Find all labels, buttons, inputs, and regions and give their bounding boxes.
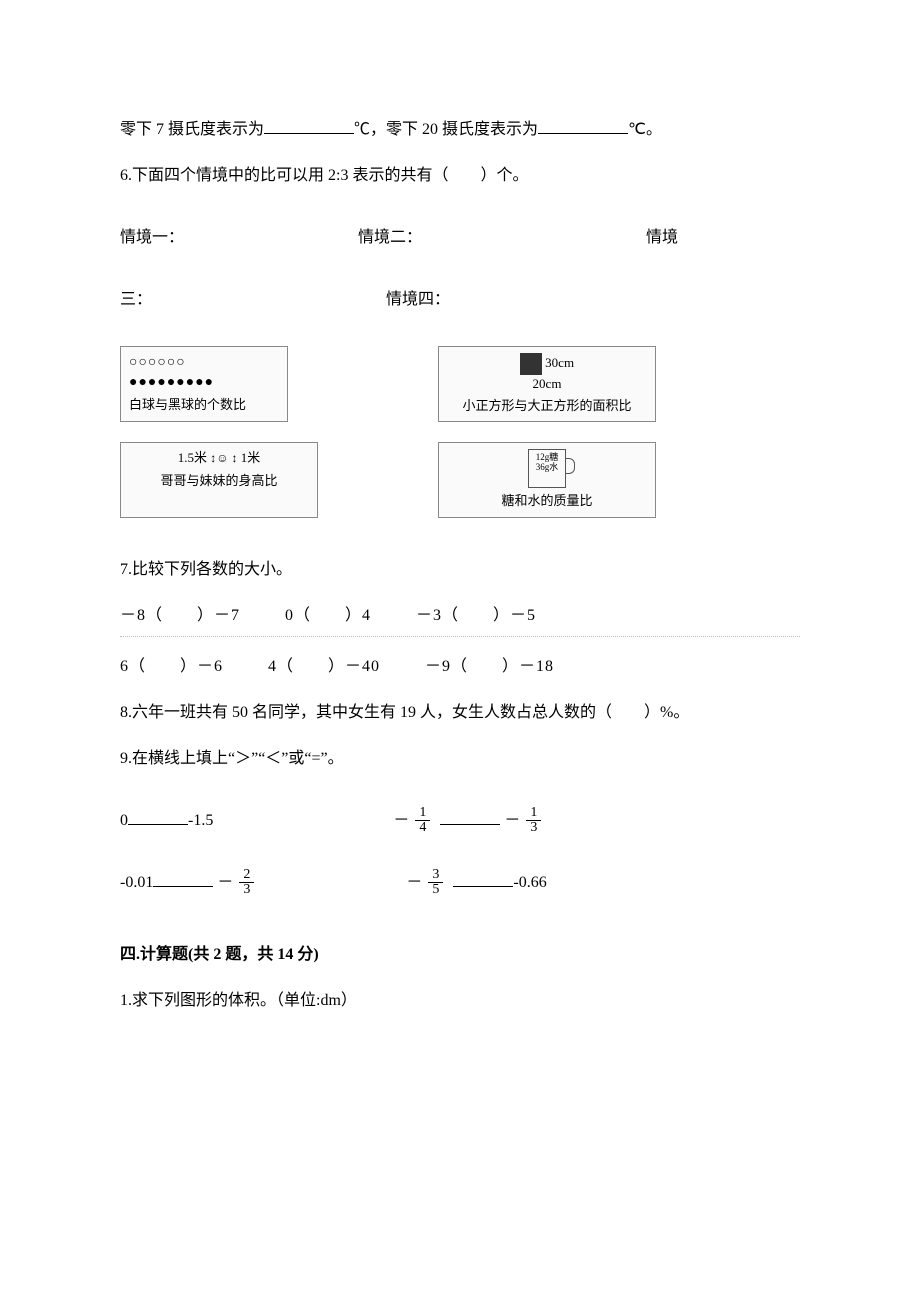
q9d-right: -0.66	[513, 874, 546, 891]
q9b-frac2: 13	[526, 806, 541, 835]
q9d: － 35 -0.66	[406, 867, 546, 899]
q9b: － 14 － 13	[393, 805, 543, 837]
q7r2c: －9（ ）－18	[425, 658, 554, 675]
q5-unit1: ℃，零下 20 摄氏度表示为	[354, 121, 538, 138]
q7r2b: 4（ ）－40	[268, 658, 380, 675]
mug-line2: 36g水	[536, 462, 559, 472]
white-circles: ○○○○○○	[129, 353, 186, 373]
square-row: 30cm	[447, 353, 647, 375]
q7-row1: －8（ ）－7 0（ ）4 －3（ ）－5	[120, 600, 800, 637]
q9c-blank[interactable]	[153, 870, 213, 887]
square-icon	[520, 353, 542, 375]
heights-row: 1.5米 ↕☺ ↕ 1米	[129, 449, 309, 467]
q9d-frac: 35	[428, 868, 443, 897]
q9a-blank[interactable]	[128, 808, 188, 825]
q9b-frac1: 14	[415, 806, 430, 835]
q9a: 0 -1.5	[120, 805, 213, 837]
q7r2a: 6（ ）－6	[120, 658, 223, 675]
q6-boxes-row1: ○○○○○○ ●●●●●●●●● 白球与黑球的个数比 30cm 20cm 小正方…	[120, 346, 800, 422]
box-heights: 1.5米 ↕☺ ↕ 1米 哥哥与妹妹的身高比	[120, 442, 318, 517]
q9-row2: -0.01 － 23 － 35 -0.66	[120, 867, 800, 899]
q9b-blank[interactable]	[440, 808, 500, 825]
box-balls: ○○○○○○ ●●●●●●●●● 白球与黑球的个数比	[120, 346, 288, 422]
q9d-blank[interactable]	[453, 870, 513, 887]
q6-boxes-row2: 1.5米 ↕☺ ↕ 1米 哥哥与妹妹的身高比 12g糖 36g水 糖和水的质量比	[120, 442, 800, 517]
q9b-neg2: －	[504, 812, 520, 829]
q5-blank1[interactable]	[264, 117, 354, 134]
s4-q1: 1.求下列图形的体积。（单位:dm）	[120, 985, 800, 1017]
q9c: -0.01 － 23	[120, 867, 256, 899]
section4-title: 四.计算题(共 2 题，共 14 分)	[120, 939, 800, 971]
box3-caption: 哥哥与妹妹的身高比	[129, 472, 309, 490]
q9d-neg: －	[406, 874, 422, 891]
size1: 30cm	[545, 355, 574, 370]
q7-title: 7.比较下列各数的大小。	[120, 554, 800, 586]
q9c-left: -0.01	[120, 874, 153, 891]
size2: 20cm	[447, 375, 647, 393]
q9c-frac: 23	[239, 868, 254, 897]
q7r1c: －3（ ）－5	[416, 607, 536, 624]
person-icons: ↕☺ ↕	[210, 450, 237, 467]
q9c-neg: －	[217, 874, 233, 891]
black-circles: ●●●●●●●●●	[129, 373, 214, 393]
q8-text: 8.六年一班共有 50 名同学，其中女生有 19 人，女生人数占总人数的（ ）%…	[120, 697, 800, 729]
context3-label-b: 三：	[120, 284, 152, 316]
box1-caption: 白球与黑球的个数比	[129, 396, 279, 414]
context4-label: 情境四：	[386, 284, 450, 316]
h2: 1米	[241, 450, 261, 465]
q9b-neg1: －	[393, 812, 409, 829]
q5-tail: 零下 7 摄氏度表示为 ℃，零下 20 摄氏度表示为 ℃。	[120, 114, 800, 146]
q9a-right: -1.5	[188, 812, 213, 829]
q5-prefix: 零下 7 摄氏度表示为	[120, 121, 264, 138]
q5-unit2: ℃。	[628, 121, 662, 138]
q9-row1: 0 -1.5 － 14 － 13	[120, 805, 800, 837]
q7r1a: －8（ ）－7	[120, 607, 240, 624]
mug-line1: 12g糖	[536, 452, 559, 462]
mug-wrap: 12g糖 36g水	[447, 449, 647, 488]
q7r1b: 0（ ）4	[285, 607, 371, 624]
box4-caption: 糖和水的质量比	[447, 492, 647, 510]
box-squares: 30cm 20cm 小正方形与大正方形的面积比	[438, 346, 656, 422]
q5-blank2[interactable]	[538, 117, 628, 134]
box-sugar: 12g糖 36g水 糖和水的质量比	[438, 442, 656, 517]
context3-label-a: 情境	[646, 222, 678, 254]
q6-context-row2: 三： 情境四：	[120, 284, 800, 316]
q9a-left: 0	[120, 812, 128, 829]
q6-text: 6.下面四个情境中的比可以用 2:3 表示的共有（ ）个。	[120, 160, 800, 192]
context1-label: 情境一：	[120, 222, 184, 254]
h1: 1.5米	[178, 450, 207, 465]
context2-label: 情境二：	[358, 222, 422, 254]
mug-icon: 12g糖 36g水	[528, 449, 566, 488]
q7-row2: 6（ ）－6 4（ ）－40 －9（ ）－18	[120, 651, 800, 683]
q9-title: 9.在横线上填上“＞”“＜”或“=”。	[120, 743, 800, 775]
q6-context-row1: 情境一： 情境二： 情境	[120, 222, 800, 254]
box2-caption: 小正方形与大正方形的面积比	[447, 397, 647, 415]
